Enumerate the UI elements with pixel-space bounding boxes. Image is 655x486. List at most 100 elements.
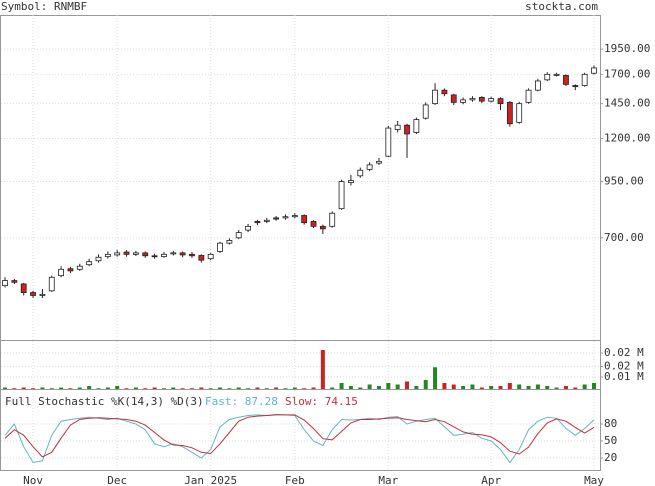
volume-bar [386,383,391,389]
volume-bar [405,381,410,389]
volume-bar [236,387,241,389]
candle-body [591,67,597,74]
y-tick-label: 950.00 [604,175,644,188]
volume-bar [115,386,120,389]
candle-body [170,252,177,255]
candle-body [506,101,513,125]
volume-bar [348,386,353,389]
candle-body [179,252,186,256]
candle-body [478,97,485,102]
volume-bar [339,383,344,389]
volume-bar [479,387,484,389]
y-tick-label: 0.02 M [604,360,644,373]
volume-bar [592,383,596,389]
candle-body [422,104,429,119]
volume-bar [3,387,7,389]
candle-body [114,252,121,256]
price-panel [0,15,601,341]
candle-body [319,225,326,230]
volume-bar [68,388,73,389]
candle-body [86,261,93,266]
volume-bar [526,386,531,389]
candle-body [535,80,541,91]
candle-body [217,242,223,252]
volume-bar [152,387,157,389]
volume-bar [367,384,372,389]
candle-body [572,85,579,88]
volume-bar [489,386,494,389]
volume-bar [433,367,438,389]
candle-body [58,268,64,277]
volume-bar [12,388,17,389]
candle-body [198,255,205,261]
candle-body [291,215,298,218]
y-tick-label: 1200.00 [604,132,650,145]
candle-body [553,73,560,76]
volume-bar [376,386,381,389]
candle-body [460,99,467,103]
candle-body [254,221,261,224]
volume-bar [358,387,363,389]
volume-bar [133,387,138,389]
candle-body [39,293,46,296]
volume-bar [171,387,176,389]
stochastic-line [4,413,595,464]
candle-body [385,127,392,157]
candle-body [282,216,289,219]
volume-bar [554,387,559,389]
y-tick-label: 1700.00 [604,67,650,80]
candle-body [450,94,457,103]
candle-body [123,251,130,255]
x-tick-label: May [584,474,604,486]
volume-bar [535,384,540,389]
candle-body [413,119,420,133]
volume-bar [423,380,428,389]
legend-entry: Slow: 74.15 [285,395,358,408]
volume-bar [292,387,297,389]
y-tick-label: 20 [604,451,617,464]
volume-bar [545,386,550,389]
volume-bar [320,350,325,389]
candle-body [245,225,251,231]
volume-bar [582,384,587,389]
candle-body [348,180,354,183]
stochastic-panel [0,389,601,471]
source: stockta.com [525,0,598,13]
candle-body [366,164,373,170]
volume-bar [395,384,400,389]
candle-body [581,73,588,86]
volume-bar [573,387,578,389]
volume-bar [255,387,260,389]
volume-bar [227,388,232,389]
volume-bar [189,388,194,389]
candle-body [2,280,8,287]
candle-body [338,181,345,210]
volume-bar [105,387,110,389]
volume-bar [124,388,129,389]
volume-bar [283,388,288,389]
y-tick-label: 1450.00 [604,97,650,110]
x-tick-label: Feb [285,474,305,486]
x-tick-label: Mar [378,474,398,486]
candle-body [516,103,523,123]
candle-body [357,169,364,177]
volume-bar [311,387,316,389]
candle-body [376,160,382,164]
candle-body [525,89,532,103]
candle-body [544,73,551,81]
candle-body [142,252,149,257]
y-tick-label: 80 [604,417,617,430]
volume-bar [274,387,279,389]
candle-body [394,124,401,130]
volume-bar [31,388,36,389]
candle-body [441,89,448,95]
candle-body [151,255,158,258]
symbol-title: Symbol: RNMBF [1,0,87,13]
volume-bar [49,388,54,389]
candle-body [226,240,233,244]
candle-body [301,215,308,224]
volume-bar [21,387,26,389]
x-tick-label: Dec [107,474,127,486]
volume-bar [563,386,568,389]
candle-body [432,89,438,105]
